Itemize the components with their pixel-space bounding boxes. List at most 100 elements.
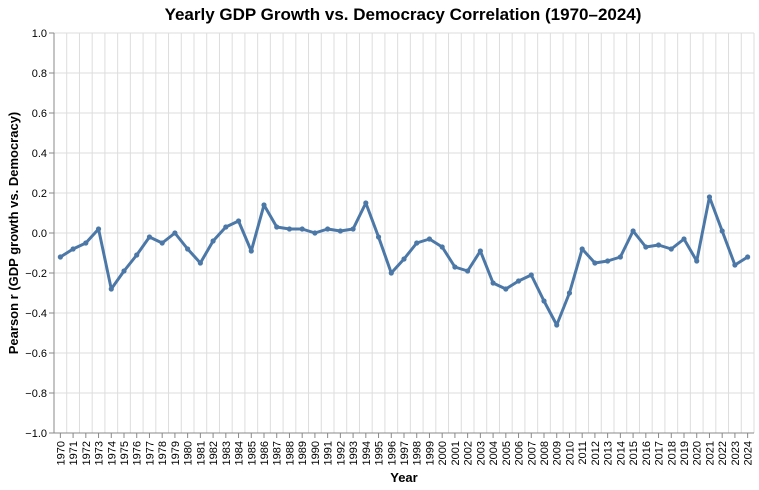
data-point bbox=[554, 322, 560, 328]
y-tick-label: 0.4 bbox=[32, 148, 47, 160]
x-tick-label: 1989 bbox=[297, 441, 309, 465]
data-point bbox=[503, 286, 509, 292]
x-tick-label: 1974 bbox=[106, 441, 118, 465]
x-tick-label: 2008 bbox=[539, 441, 551, 465]
x-tick-label: 2006 bbox=[514, 441, 526, 465]
data-point bbox=[655, 242, 662, 248]
x-tick-label: 1972 bbox=[81, 441, 93, 465]
data-point bbox=[439, 244, 445, 250]
data-point bbox=[401, 256, 407, 262]
data-point bbox=[732, 262, 738, 268]
data-point bbox=[414, 240, 420, 246]
x-tick-label: 1998 bbox=[412, 441, 424, 465]
data-point bbox=[134, 252, 140, 258]
series-line-group bbox=[57, 194, 751, 328]
data-point bbox=[388, 270, 394, 276]
data-point bbox=[57, 254, 63, 260]
y-tick-label: −0.4 bbox=[25, 308, 47, 320]
data-point bbox=[465, 268, 471, 274]
x-tick-label: 2018 bbox=[666, 441, 678, 465]
x-tick-label: 1979 bbox=[170, 441, 182, 465]
x-tick-label: 2017 bbox=[654, 441, 666, 465]
x-tick-label: 1980 bbox=[183, 441, 195, 465]
data-point bbox=[235, 218, 242, 224]
x-tick-label: 1984 bbox=[234, 441, 246, 465]
data-point bbox=[70, 246, 76, 252]
y-axis-title: Pearson r (GDP growth vs. Democracy) bbox=[6, 112, 21, 355]
data-point bbox=[452, 264, 458, 270]
x-tick-label: 1975 bbox=[119, 441, 131, 465]
data-point bbox=[223, 224, 229, 230]
data-point bbox=[643, 244, 649, 250]
data-point bbox=[490, 280, 496, 286]
x-axis-title: Year bbox=[390, 470, 417, 485]
data-point bbox=[248, 248, 254, 254]
x-tick-label: 2011 bbox=[577, 441, 589, 465]
data-point bbox=[286, 226, 293, 232]
data-point bbox=[299, 226, 305, 232]
x-tick-label: 2002 bbox=[463, 441, 475, 465]
data-point bbox=[694, 258, 700, 264]
data-point bbox=[515, 278, 522, 284]
data-point bbox=[108, 286, 114, 292]
data-point bbox=[261, 202, 267, 208]
x-tick-label: 1995 bbox=[374, 441, 386, 465]
x-tick-label: 2020 bbox=[692, 441, 704, 465]
x-tick-label: 1976 bbox=[132, 441, 144, 465]
x-tick-label: 2009 bbox=[552, 441, 564, 465]
x-tick-label: 1982 bbox=[208, 441, 220, 465]
data-point bbox=[83, 240, 89, 246]
x-tick-label: 2005 bbox=[501, 441, 513, 465]
data-point bbox=[605, 258, 611, 264]
x-tick-label: 2016 bbox=[641, 441, 653, 465]
x-tick-label: 2019 bbox=[679, 441, 691, 465]
data-point bbox=[566, 290, 573, 296]
x-tick-label: 2014 bbox=[615, 441, 627, 465]
data-point bbox=[617, 254, 623, 260]
data-point bbox=[706, 194, 713, 200]
y-tick-label: −0.6 bbox=[25, 348, 47, 360]
x-tick-label: 1988 bbox=[284, 441, 296, 465]
data-point bbox=[719, 228, 725, 234]
gridlines bbox=[53, 32, 755, 434]
data-point bbox=[375, 234, 382, 240]
data-point bbox=[426, 236, 433, 242]
x-tick-label: 1996 bbox=[386, 441, 398, 465]
x-tick-label: 2004 bbox=[488, 441, 500, 465]
x-tick-label: 2000 bbox=[437, 441, 449, 465]
x-tick-label: 2022 bbox=[717, 441, 729, 465]
y-axis: 1.0 0.8 0.6 0.4 0.2 0.0 −0.2 −0.4 −0.6 −0.8 −1.0 bbox=[25, 28, 55, 440]
x-tick-label: 1983 bbox=[221, 441, 233, 465]
y-tick-label: −1.0 bbox=[25, 428, 47, 440]
x-tick-label: 1993 bbox=[348, 441, 360, 465]
x-tick-label: 2021 bbox=[704, 441, 716, 465]
x-tick-label: 2012 bbox=[590, 441, 602, 465]
data-point bbox=[95, 226, 102, 232]
x-tick-label: 2010 bbox=[564, 441, 576, 465]
y-tick-label: 0.0 bbox=[32, 228, 47, 240]
x-tick-label: 1999 bbox=[424, 441, 436, 465]
data-point bbox=[668, 246, 674, 252]
data-point bbox=[197, 260, 203, 266]
data-point bbox=[325, 226, 331, 232]
y-tick-label: 1.0 bbox=[32, 28, 47, 40]
x-tick-label: 1971 bbox=[68, 441, 80, 465]
x-tick-label: 1977 bbox=[144, 441, 156, 465]
x-tick-label: 1985 bbox=[246, 441, 258, 465]
x-tick-label: 1986 bbox=[259, 441, 271, 465]
data-point bbox=[210, 238, 216, 244]
x-tick-label: 1973 bbox=[94, 441, 106, 465]
x-tick-label: 2001 bbox=[450, 441, 462, 465]
data-point bbox=[146, 234, 153, 240]
data-point bbox=[592, 260, 598, 266]
x-tick-label: 2013 bbox=[603, 441, 615, 465]
data-point bbox=[528, 272, 534, 278]
data-point bbox=[541, 298, 547, 304]
data-point bbox=[363, 200, 369, 206]
data-point bbox=[121, 268, 127, 274]
x-tick-label: 1978 bbox=[157, 441, 169, 465]
data-point bbox=[159, 240, 165, 246]
data-point bbox=[745, 254, 751, 260]
x-tick-label: 2023 bbox=[730, 441, 742, 465]
